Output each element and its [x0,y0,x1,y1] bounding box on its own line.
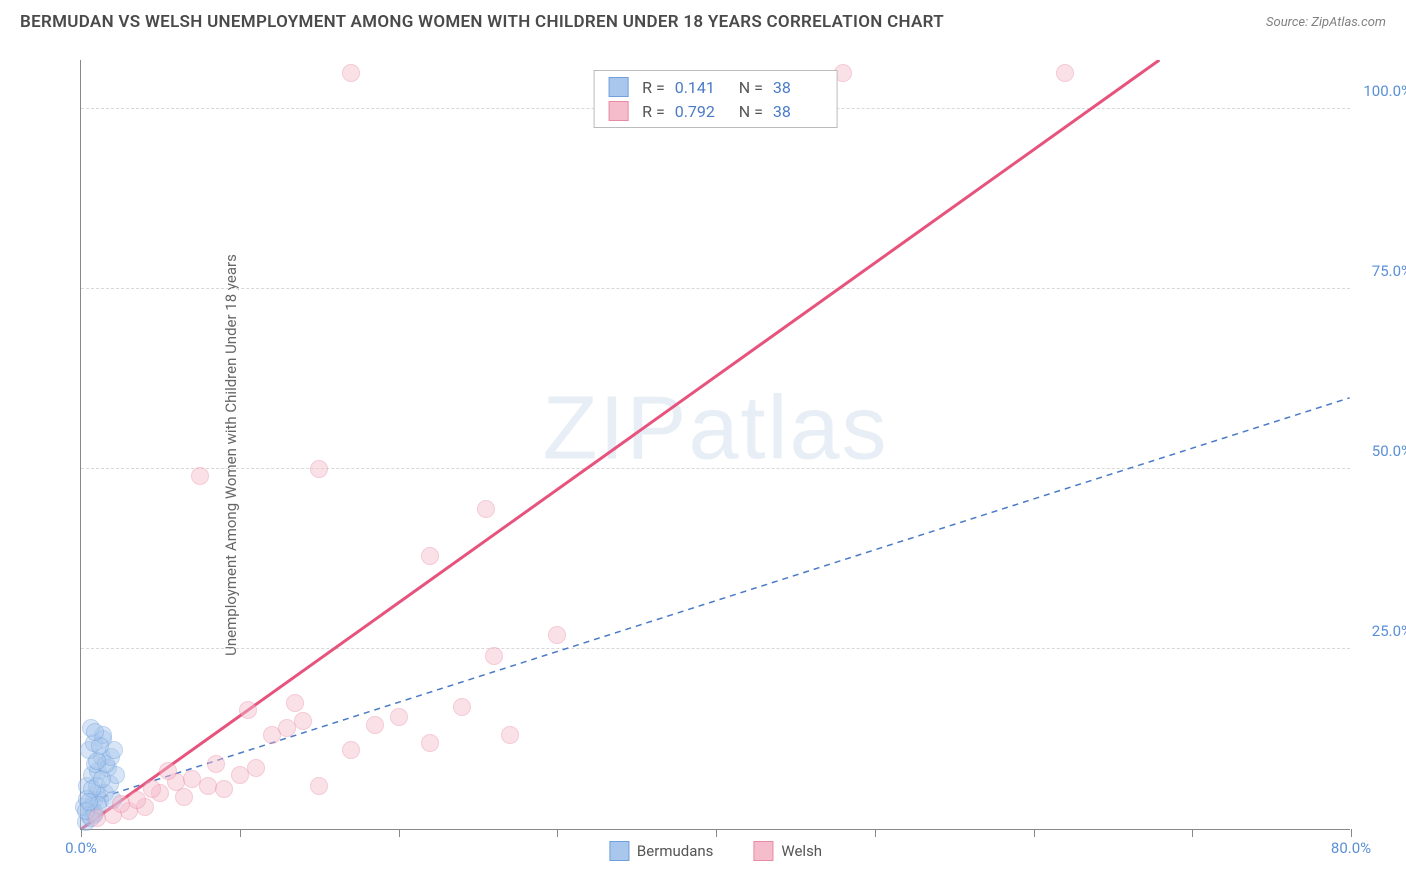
scatter-point [159,762,177,780]
scatter-point [453,698,471,716]
gridline-h [81,468,1350,469]
series-swatch [608,77,628,97]
x-tick-label: 0.0% [65,839,97,857]
scatter-point [191,467,209,485]
series-swatch [608,101,628,121]
trend-lines [81,60,1350,829]
scatter-point [421,547,439,565]
scatter-point [342,64,360,82]
scatter-point [485,647,503,665]
stats-row: R = 0.141 N = 38 [594,75,837,99]
scatter-point [128,791,146,809]
scatter-point [310,460,328,478]
x-tick [1351,829,1352,837]
y-tick-label: 75.0% [1372,262,1406,280]
legend-item: Bermudans [609,841,713,861]
scatter-point [239,701,257,719]
x-tick [557,829,558,837]
stat-r-value: 0.792 [675,102,725,121]
source-label: Source: ZipAtlas.com [1266,15,1386,30]
x-tick [240,829,241,837]
legend-swatch [753,841,773,861]
scatter-point [1056,64,1074,82]
scatter-point [86,723,104,741]
legend-swatch [609,841,629,861]
scatter-point [215,780,233,798]
stat-n-label: N = [739,102,763,121]
stat-n-value: 38 [773,78,823,97]
watermark: ZIPatlas [542,378,888,481]
legend-label: Bermudans [637,842,713,860]
scatter-point [477,500,495,518]
scatter-point [294,712,312,730]
scatter-point [310,777,328,795]
legend-label: Welsh [781,842,822,860]
stats-box: R = 0.141 N = 38 R = 0.792 N = 38 [593,70,838,128]
stat-n-label: N = [739,78,763,97]
x-tick [399,829,400,837]
scatter-point [342,741,360,759]
y-tick-label: 25.0% [1372,622,1406,640]
gridline-h [81,648,1350,649]
y-tick-label: 100.0% [1363,82,1406,100]
scatter-point [390,708,408,726]
scatter-point [80,793,98,811]
scatter-point [207,755,225,773]
scatter-point [548,626,566,644]
stat-r-label: R = [642,102,665,121]
scatter-point [421,734,439,752]
scatter-point [247,759,265,777]
x-tick [1034,829,1035,837]
stat-r-value: 0.141 [675,78,725,97]
x-tick [1192,829,1193,837]
plot-area: ZIPatlas 25.0%50.0%75.0%100.0%0.0%80.0%R… [80,60,1350,830]
chart-title: BERMUDAN VS WELSH UNEMPLOYMENT AMONG WOM… [20,12,944,32]
stat-n-value: 38 [773,102,823,121]
chart-container: Unemployment Among Women with Children U… [58,50,1378,860]
y-tick-label: 50.0% [1372,442,1406,460]
stat-r-label: R = [642,78,665,97]
scatter-point [112,795,130,813]
scatter-point [143,780,161,798]
scatter-point [286,694,304,712]
legend-item: Welsh [753,841,822,861]
stats-row: R = 0.792 N = 38 [594,99,837,123]
scatter-point [501,726,519,744]
scatter-point [366,716,384,734]
scatter-point [175,788,193,806]
x-tick-label: 80.0% [1331,839,1371,857]
legend: Bermudans Welsh [609,841,822,861]
chart-header: BERMUDAN VS WELSH UNEMPLOYMENT AMONG WOM… [0,0,1406,40]
gridline-h [81,288,1350,289]
x-tick [875,829,876,837]
x-tick [716,829,717,837]
